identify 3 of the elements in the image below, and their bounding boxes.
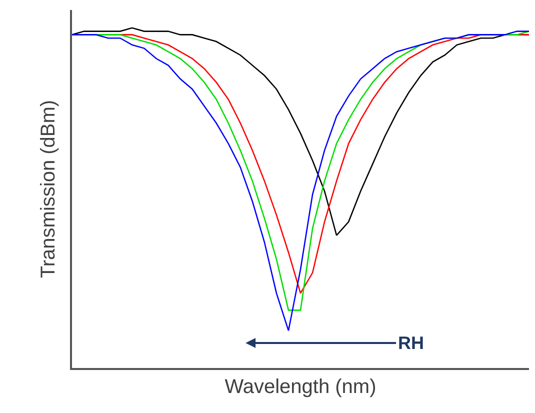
x-axis-title: Wavelength (nm) [224, 376, 376, 398]
annotation: RH [398, 333, 424, 353]
y-axis-title: Transmission (dBm) [37, 100, 60, 278]
